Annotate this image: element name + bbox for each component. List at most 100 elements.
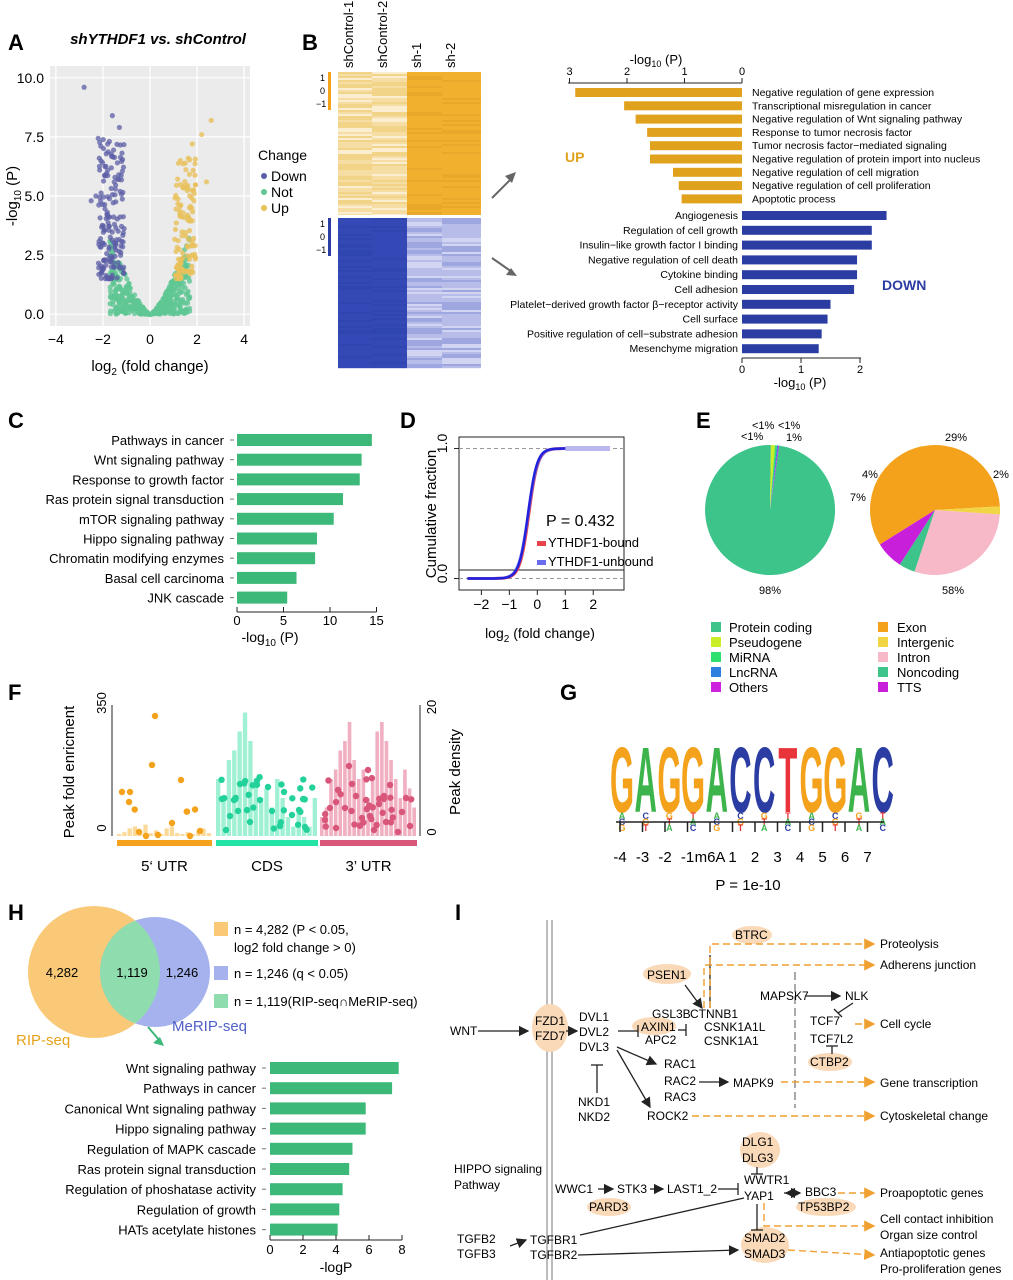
heatmap-cell-up bbox=[442, 130, 481, 133]
heatmap-cell-up bbox=[442, 188, 481, 191]
go-up-term: Apoptotic process bbox=[752, 193, 835, 205]
heatmap-cell-up bbox=[372, 132, 407, 135]
heatmap-cell-down bbox=[338, 346, 372, 349]
go-up-term: Negative regulation of Wnt signaling pat… bbox=[752, 114, 963, 126]
volcano-point-down bbox=[98, 275, 104, 281]
peak-point bbox=[226, 812, 234, 820]
pie2-slice bbox=[935, 506, 1000, 515]
heatmap-cell-down bbox=[442, 278, 481, 281]
pie2-label: 29% bbox=[945, 432, 967, 444]
heatmap-cell-up bbox=[338, 200, 372, 203]
node-ctnnb1: CTNNB1 bbox=[690, 1007, 738, 1021]
panel-b: B shControl-1 shControl-2 sh-1 sh-2 1 0 −1 … bbox=[302, 1, 980, 392]
heatmap-cell-down bbox=[372, 330, 407, 333]
peak-density-bar bbox=[375, 731, 380, 836]
panel-letter-d: D bbox=[400, 408, 416, 433]
go-bottom-tick-label: 2 bbox=[857, 364, 863, 376]
scale-up-tick-m1: −1 bbox=[316, 99, 326, 109]
pie2-legend-swatch bbox=[878, 652, 888, 662]
peak-point bbox=[196, 827, 204, 835]
motif-small-letter: T bbox=[738, 823, 744, 833]
heatmap-cell-down bbox=[338, 342, 372, 345]
volcano-point-down bbox=[111, 264, 117, 270]
heatmap-cell-up bbox=[372, 100, 407, 103]
panel-c-bar bbox=[237, 552, 316, 565]
heatmap-cell-up bbox=[407, 180, 442, 183]
heatmap-cell-up bbox=[338, 196, 372, 199]
heatmap-cell-down bbox=[407, 224, 442, 227]
go-up-bar bbox=[673, 167, 742, 177]
panel-c-x-tick-label: 5 bbox=[280, 613, 287, 628]
heatmap-cell-up bbox=[338, 108, 372, 111]
heatmap-cell-up bbox=[407, 138, 442, 141]
heatmap-cell-up bbox=[442, 142, 481, 145]
peak-density-bar bbox=[347, 722, 352, 836]
heatmap-cell-down bbox=[338, 330, 372, 333]
panel-letter-b: B bbox=[302, 30, 318, 55]
volcano-point-not bbox=[161, 297, 167, 303]
panel-f: F 350 0 20 0 5‘ UTR CDS 3’ UTR Peak fold enric… bbox=[8, 680, 464, 875]
heatmap-cell-down bbox=[372, 294, 407, 297]
heatmap-cell-down bbox=[442, 304, 481, 307]
node-tgfbr1: TGFBR1 bbox=[530, 1233, 578, 1247]
heatmap-cell-up bbox=[372, 86, 407, 89]
peak-point bbox=[294, 821, 302, 828]
heatmap-cell-down bbox=[407, 276, 442, 279]
heatmap-cell-up bbox=[338, 98, 372, 101]
heatmap-cell-down bbox=[442, 254, 481, 257]
heatmap-cell-up bbox=[372, 114, 407, 117]
heatmap-cell-down bbox=[407, 348, 442, 351]
volcano-point-up bbox=[208, 117, 214, 123]
volcano-point-not bbox=[127, 293, 134, 299]
heatmap-cell-down bbox=[338, 252, 372, 255]
heatmap-cell-up bbox=[442, 90, 481, 93]
volcano-point-down bbox=[116, 248, 122, 254]
volcano-point-down bbox=[121, 270, 127, 276]
peak-point bbox=[402, 794, 410, 802]
node-rac2: RAC2 bbox=[664, 1074, 696, 1088]
heatmap-cell-up bbox=[407, 168, 442, 171]
heatmap-cell-up bbox=[407, 146, 442, 149]
panel-h-bar-chart: Wnt signaling pathway Pathways in cancer C… bbox=[65, 1061, 406, 1257]
go-up-term: Negative regulation of protein import in… bbox=[752, 154, 980, 166]
volcano-y-tick: 5.0 bbox=[25, 188, 45, 204]
volcano-point-not bbox=[128, 297, 135, 304]
motif-letter: T bbox=[778, 729, 797, 832]
volcano-point-down bbox=[114, 160, 121, 166]
highlight-blobs bbox=[532, 926, 856, 1263]
heatmap-cell-down bbox=[372, 288, 407, 291]
pie1-legend-swatch bbox=[711, 622, 721, 632]
heatmap-cell-down bbox=[372, 224, 407, 227]
heatmap-cell-up bbox=[372, 174, 407, 177]
volcano-point-up bbox=[180, 266, 186, 273]
heatmap-cell-up bbox=[372, 78, 407, 81]
heatmap-cell-down bbox=[372, 272, 407, 275]
heatmap-cell-down bbox=[442, 222, 481, 225]
node-dlg3: DLG3 bbox=[742, 1151, 774, 1165]
volcano-x-tick: −2 bbox=[95, 331, 111, 347]
pie1-label: <1% bbox=[741, 431, 764, 443]
heatmap-cell-down bbox=[372, 340, 407, 343]
node-rac3: RAC3 bbox=[664, 1090, 696, 1104]
heatmap-cell-up bbox=[372, 184, 407, 187]
motif-small-letter: G bbox=[808, 823, 815, 833]
volcano-point-not bbox=[158, 307, 165, 313]
peak-region-bar bbox=[320, 840, 417, 846]
heatmap-cell-down bbox=[338, 294, 372, 297]
heatmap-cell-down bbox=[372, 296, 407, 299]
heatmap-cell-up bbox=[407, 124, 442, 127]
heatmap-cell-up bbox=[442, 78, 481, 81]
heatmap-cell-down bbox=[372, 346, 407, 349]
volcano-point-up bbox=[186, 228, 193, 234]
go-down-term: Cytokine binding bbox=[660, 269, 738, 281]
venn-legend-text-1b: log2 fold change > 0) bbox=[234, 940, 356, 955]
heatmap-cell-down bbox=[338, 348, 372, 351]
volcano-point-not bbox=[107, 308, 114, 314]
node-hippo-1: HIPPO signaling bbox=[454, 1162, 542, 1176]
node-tp53bp2: TP53BP2 bbox=[798, 1200, 850, 1214]
volcano-point-down bbox=[104, 251, 110, 257]
volcano-point-up bbox=[185, 253, 191, 259]
heatmap-cell-up bbox=[442, 164, 481, 167]
node-dvl1: DVL1 bbox=[579, 1010, 609, 1024]
peak-density-bar bbox=[361, 769, 366, 836]
